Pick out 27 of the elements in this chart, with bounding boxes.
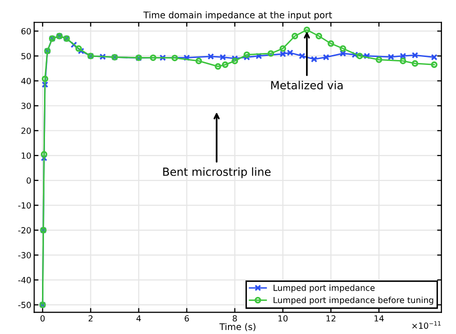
x-tick-label: 4: [136, 315, 141, 322]
x-tick-label: 12: [326, 315, 336, 322]
x-tick-label: 6: [184, 315, 189, 322]
y-tick-label: 20: [21, 128, 31, 134]
x-axis-title: Time (s): [219, 323, 256, 332]
chart-title: Time domain impedance at the input port: [143, 11, 332, 20]
y-tick-label: -20: [18, 227, 31, 234]
x-tick-label: 0: [40, 315, 45, 322]
legend-label: Lumped port impedance: [274, 284, 375, 293]
y-tick-label: -30: [18, 252, 31, 258]
x-tick-label: 14: [374, 315, 384, 322]
y-tick-label: -50: [18, 302, 31, 308]
y-tick-label: 30: [21, 102, 31, 110]
y-tick-label: 0: [26, 177, 31, 184]
annotation: Metalized via: [271, 80, 343, 90]
y-tick-label: -40: [18, 276, 31, 284]
y-tick-label: 40: [21, 78, 31, 84]
annotation: Bent microstrip line: [163, 167, 271, 178]
y-tick-label: -10: [18, 202, 31, 209]
x-tick-label: 8: [232, 315, 237, 322]
y-tick-label: 50: [21, 52, 31, 60]
y-tick-label: 10: [22, 152, 31, 159]
y-tick-label: 60: [21, 28, 31, 34]
legend-label: Lumped port impedance before tuning: [274, 296, 434, 305]
text: ×10$^{−11}$: [412, 321, 441, 329]
x-tick-label: 2: [88, 315, 92, 322]
x-tick-label: 10: [278, 315, 288, 322]
